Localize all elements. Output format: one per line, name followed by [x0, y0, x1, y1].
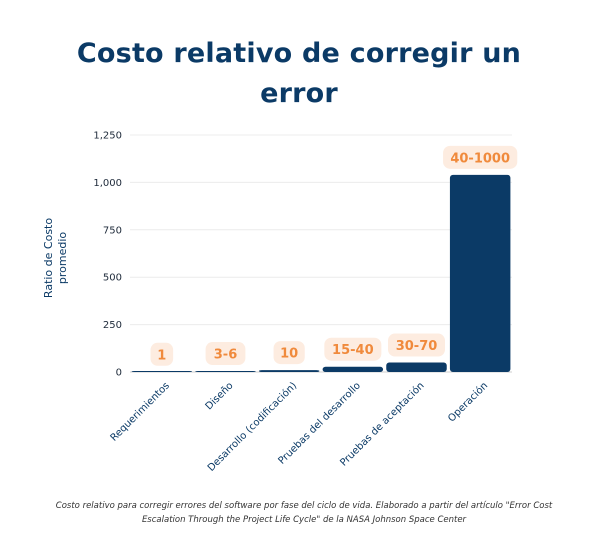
y-tick-label: 500	[103, 273, 122, 284]
y-tick-label: 1,000	[93, 178, 122, 189]
y-tick-label: 250	[103, 320, 122, 331]
bar	[386, 362, 447, 372]
bar	[449, 174, 511, 372]
data-label-bg	[324, 337, 382, 361]
chart-title: Costo relativo de corregir un error	[0, 34, 598, 114]
y-tick-label: 1,250	[93, 131, 122, 142]
chart-caption: Costo relativo para corregir errores del…	[55, 501, 553, 525]
data-label: 40-1000	[450, 151, 510, 166]
y-tick-label: 750	[103, 225, 122, 236]
data-label-bg	[443, 145, 518, 169]
y-axis-label: Ratio de Costopromedio	[42, 218, 69, 298]
bar	[258, 370, 320, 372]
data-label: 15-40	[332, 343, 374, 358]
chart-title-text: Costo relativo de corregir un error	[76, 38, 522, 109]
data-label-bg	[205, 342, 246, 366]
y-tick-label: 0	[116, 368, 122, 379]
bar	[322, 366, 384, 372]
data-label-bg	[273, 341, 305, 365]
x-tick-label: Operación	[445, 380, 490, 425]
data-label: 10	[280, 347, 298, 362]
x-tick-label: Diseño	[204, 380, 236, 412]
x-tick-label: Requerimientos	[109, 380, 172, 443]
bar	[195, 371, 256, 372]
data-label-bg	[388, 333, 445, 357]
data-label: 3-6	[214, 348, 238, 363]
data-label: 1	[157, 348, 166, 363]
bar	[131, 371, 193, 372]
data-label-bg	[150, 342, 174, 366]
data-label: 30-70	[396, 339, 438, 354]
